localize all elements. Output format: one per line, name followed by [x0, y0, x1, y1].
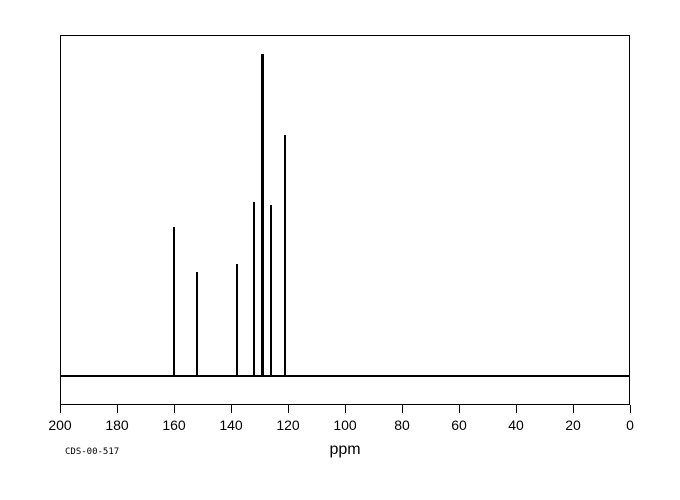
peak — [261, 54, 264, 376]
xaxis-tick — [288, 405, 289, 413]
xaxis-tick-label: 0 — [626, 417, 634, 433]
spectrum-id-label: CDS-00-517 — [65, 447, 119, 457]
xaxis-tick — [60, 405, 61, 413]
peak — [236, 264, 238, 375]
xaxis-tick-label: 100 — [333, 417, 356, 433]
baseline — [61, 375, 629, 377]
xaxis-tick — [459, 405, 460, 413]
xaxis-tick — [345, 405, 346, 413]
peak — [253, 202, 255, 376]
peak — [270, 205, 272, 375]
chart-container: 200180160140120100806040200 ppm CDS-00-5… — [0, 0, 680, 500]
xaxis-tick — [573, 405, 574, 413]
xaxis-tick-label: 60 — [451, 417, 467, 433]
xaxis-tick-label: 40 — [508, 417, 524, 433]
xaxis-tick-label: 80 — [394, 417, 410, 433]
xaxis-tick-label: 180 — [105, 417, 128, 433]
xaxis-tick-label: 20 — [565, 417, 581, 433]
xaxis-tick — [402, 405, 403, 413]
xaxis-tick — [630, 405, 631, 413]
xaxis-tick-label: 200 — [48, 417, 71, 433]
xaxis-tick-label: 120 — [276, 417, 299, 433]
xaxis-tick — [117, 405, 118, 413]
xaxis-tick-label: 140 — [219, 417, 242, 433]
xaxis-tick — [174, 405, 175, 413]
xaxis-tick — [231, 405, 232, 413]
xaxis-label: ppm — [329, 441, 360, 459]
xaxis-tick — [516, 405, 517, 413]
plot-area — [60, 35, 630, 405]
peak — [173, 227, 175, 375]
peak — [284, 135, 286, 376]
peak — [196, 272, 198, 376]
xaxis-tick-label: 160 — [162, 417, 185, 433]
